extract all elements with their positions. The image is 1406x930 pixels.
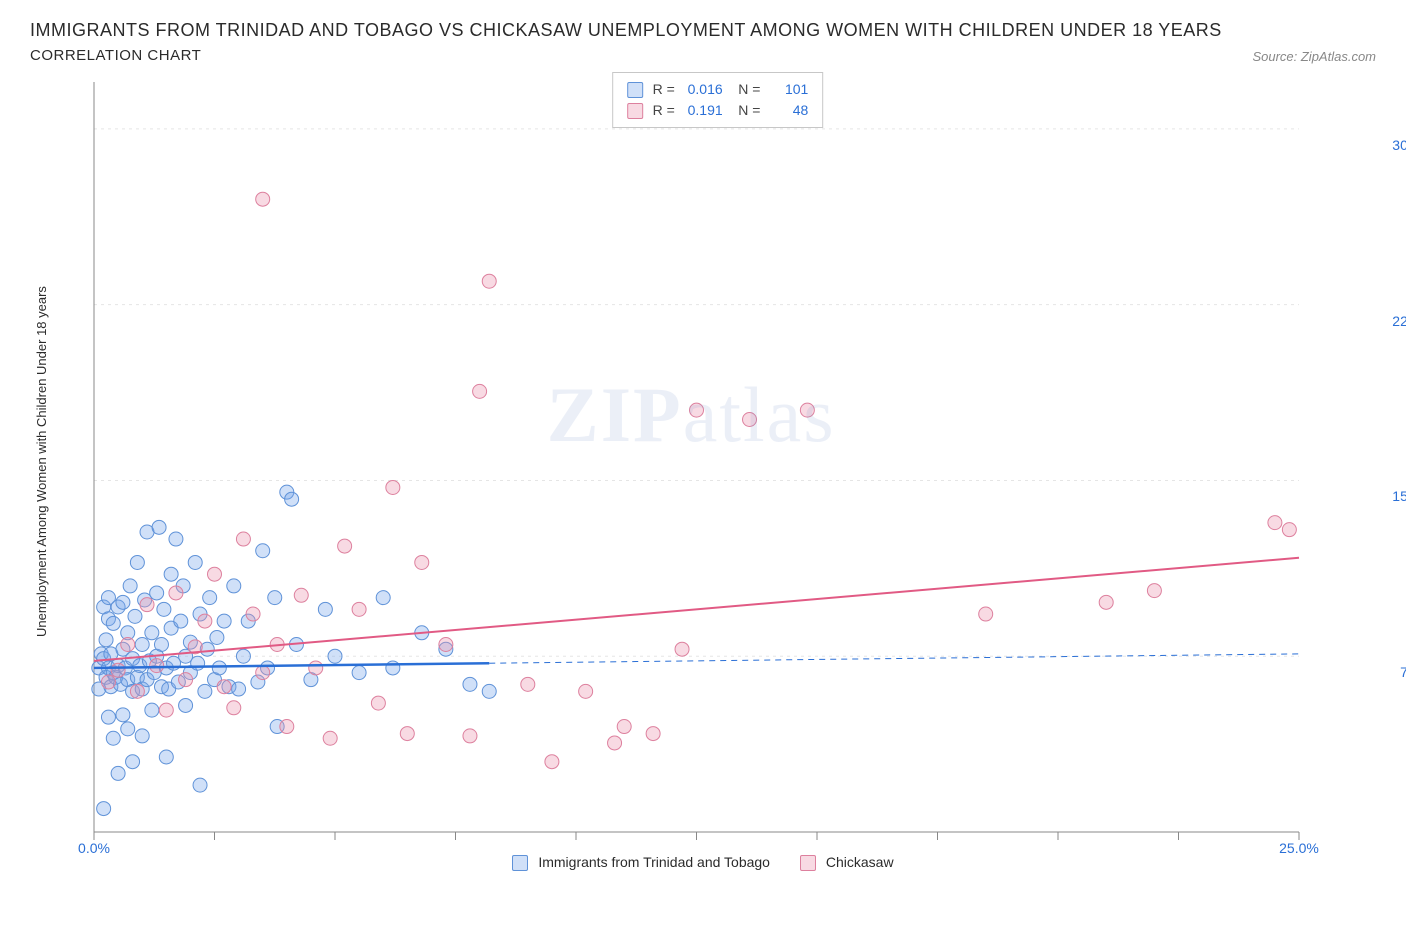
- legend-row-trinidad: R = 0.016 N = 101: [627, 79, 809, 100]
- r-value-chickasaw: 0.191: [679, 100, 723, 121]
- n-value-chickasaw: 48: [764, 100, 808, 121]
- n-label: N =: [738, 102, 764, 118]
- legend-label-chickasaw: Chickasaw: [826, 854, 894, 870]
- legend-item-chickasaw: Chickasaw: [800, 854, 894, 871]
- chart-title: IMMIGRANTS FROM TRINIDAD AND TOBAGO VS C…: [30, 20, 1376, 41]
- legend-row-chickasaw: R = 0.191 N = 48: [627, 100, 809, 121]
- chart-subtitle: CORRELATION CHART: [30, 47, 201, 64]
- y-tick-label: 30.0%: [1392, 137, 1406, 153]
- y-tick-label: 22.5%: [1392, 313, 1406, 329]
- y-tick-label: 7.5%: [1400, 664, 1406, 680]
- x-tick-label: 0.0%: [78, 840, 110, 856]
- n-label: N =: [738, 81, 764, 97]
- swatch-chickasaw: [627, 103, 643, 119]
- swatch-trinidad: [627, 82, 643, 98]
- subtitle-row: CORRELATION CHART Source: ZipAtlas.com: [30, 47, 1376, 64]
- chart-container: Unemployment Among Women with Children U…: [30, 72, 1376, 852]
- source-attribution: Source: ZipAtlas.com: [1252, 49, 1376, 64]
- n-value-trinidad: 101: [764, 79, 808, 100]
- correlation-legend: R = 0.016 N = 101 R = 0.191 N = 48: [612, 72, 824, 128]
- r-label: R =: [653, 102, 679, 118]
- legend-label-trinidad: Immigrants from Trinidad and Tobago: [538, 854, 770, 870]
- r-value-trinidad: 0.016: [679, 79, 723, 100]
- scatter-plot: [59, 72, 1349, 852]
- y-axis-label: Unemployment Among Women with Children U…: [30, 72, 53, 852]
- plot-container: ZIPatlas 0.0%25.0% 7.5%15.0%22.5%30.0% R…: [59, 72, 1376, 852]
- x-tick-label: 25.0%: [1279, 840, 1319, 856]
- r-label: R =: [653, 81, 679, 97]
- series-legend: Immigrants from Trinidad and Tobago Chic…: [30, 854, 1376, 871]
- legend-item-trinidad: Immigrants from Trinidad and Tobago: [512, 854, 770, 871]
- swatch-chickasaw: [800, 855, 816, 871]
- swatch-trinidad: [512, 855, 528, 871]
- y-tick-label: 15.0%: [1392, 488, 1406, 504]
